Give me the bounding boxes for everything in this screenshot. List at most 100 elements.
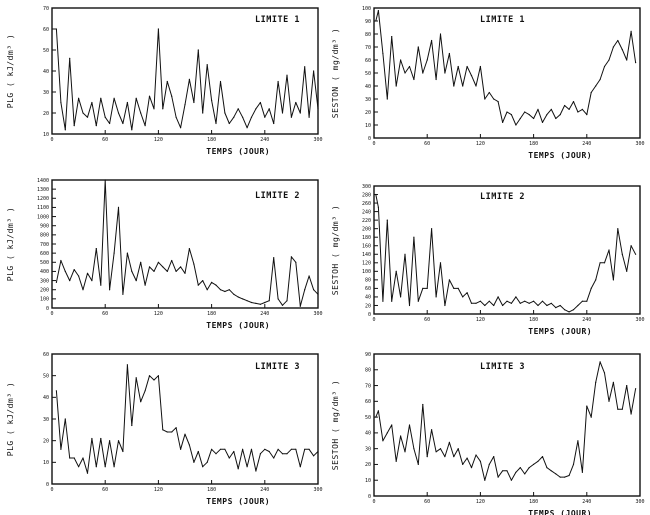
y-tick-label: 80: [365, 368, 371, 374]
data-point: [395, 270, 397, 272]
data-point: [153, 108, 155, 110]
y-tick-label: 10: [43, 460, 49, 466]
data-point: [184, 433, 186, 435]
data-point: [546, 114, 548, 116]
chart-title: LIMITE 3: [480, 362, 525, 372]
data-point: [444, 304, 446, 307]
data-point: [510, 479, 512, 481]
data-point: [375, 416, 377, 418]
chart-title: LIMITE 3: [255, 362, 300, 372]
data-point: [224, 448, 226, 450]
data-point: [426, 287, 428, 289]
series-line: [375, 361, 637, 481]
x-tick-label: 120: [476, 499, 485, 505]
data-point: [308, 275, 310, 277]
series-line: [55, 364, 319, 474]
data-point: [250, 448, 253, 450]
y-tick-label: 400: [40, 269, 49, 275]
data-point: [246, 466, 248, 468]
data-point: [64, 418, 66, 420]
data-point: [608, 400, 610, 402]
data-point: [228, 457, 230, 459]
y-tick-label: 1100: [37, 205, 49, 211]
y-tick-label: 1000: [37, 214, 49, 220]
data-point: [466, 292, 468, 294]
data-point: [135, 377, 137, 379]
data-point: [479, 460, 481, 462]
data-point: [233, 116, 235, 118]
x-tick-label: 300: [313, 137, 322, 143]
data-point: [448, 441, 450, 443]
y-tick-label: 100: [40, 297, 49, 303]
y-tick-label: 90: [365, 352, 371, 358]
y-axis-label: PLG ( kJ/dm³ ): [6, 382, 15, 456]
data-point: [550, 470, 552, 472]
y-axis-label: SESTOH ( mg/dm³ ): [331, 380, 340, 470]
data-point: [113, 97, 115, 99]
data-point: [466, 65, 468, 68]
data-point: [533, 117, 535, 120]
y-tick-label: 500: [40, 260, 49, 266]
data-point: [475, 302, 477, 304]
data-point: [69, 280, 71, 282]
data-point: [417, 300, 419, 302]
data-point: [435, 78, 437, 81]
data-point: [86, 272, 89, 274]
x-tick-label: 180: [207, 137, 216, 143]
data-point: [524, 473, 526, 475]
data-point: [599, 262, 601, 264]
data-point: [391, 36, 393, 38]
data-point: [515, 471, 517, 473]
data-point: [479, 65, 481, 68]
y-tick-label: 10: [43, 132, 49, 138]
data-point: [568, 311, 570, 313]
data-point: [635, 388, 637, 390]
data-point: [60, 259, 62, 262]
data-point: [581, 300, 583, 302]
data-point: [603, 372, 606, 374]
data-point: [375, 20, 377, 22]
data-point: [140, 112, 142, 114]
data-point: [462, 296, 464, 298]
y-tick-label: 40: [365, 431, 371, 437]
y-tick-label: 70: [365, 383, 371, 389]
data-point: [608, 249, 610, 251]
data-point: [515, 124, 517, 126]
y-axis-label: PLG ( kJ/dm³ ): [6, 34, 15, 108]
data-point: [541, 300, 544, 302]
data-point: [502, 121, 504, 123]
data-point: [317, 293, 319, 295]
x-tick-label: 180: [207, 487, 216, 493]
data-point: [524, 111, 526, 113]
data-point: [408, 304, 411, 307]
data-point: [617, 228, 619, 230]
data-point: [626, 59, 628, 61]
y-tick-label: 20: [365, 462, 371, 468]
data-point: [299, 112, 301, 114]
data-point: [286, 74, 288, 76]
data-point: [157, 261, 159, 263]
data-point: [621, 408, 623, 410]
chart-plg-limite-2: 0100200300400500600700800900100011001200…: [6, 178, 323, 330]
data-point: [621, 253, 623, 255]
data-point: [586, 300, 588, 302]
data-point: [140, 261, 142, 263]
data-point: [91, 101, 93, 104]
y-tick-label: 20: [43, 438, 49, 444]
data-point: [404, 451, 406, 453]
data-point: [308, 448, 310, 450]
data-point: [304, 66, 306, 68]
data-point: [290, 116, 292, 118]
y-tick-label: 240: [362, 209, 371, 215]
data-point: [162, 108, 164, 110]
y-tick-label: 0: [368, 494, 371, 500]
y-tick-label: 70: [365, 45, 371, 51]
data-point: [404, 72, 406, 74]
data-point: [635, 62, 637, 64]
x-tick-label: 240: [582, 317, 591, 323]
data-point: [470, 75, 473, 77]
data-point: [171, 95, 173, 97]
data-point: [86, 472, 89, 474]
data-point: [506, 300, 508, 302]
data-point: [595, 279, 597, 281]
